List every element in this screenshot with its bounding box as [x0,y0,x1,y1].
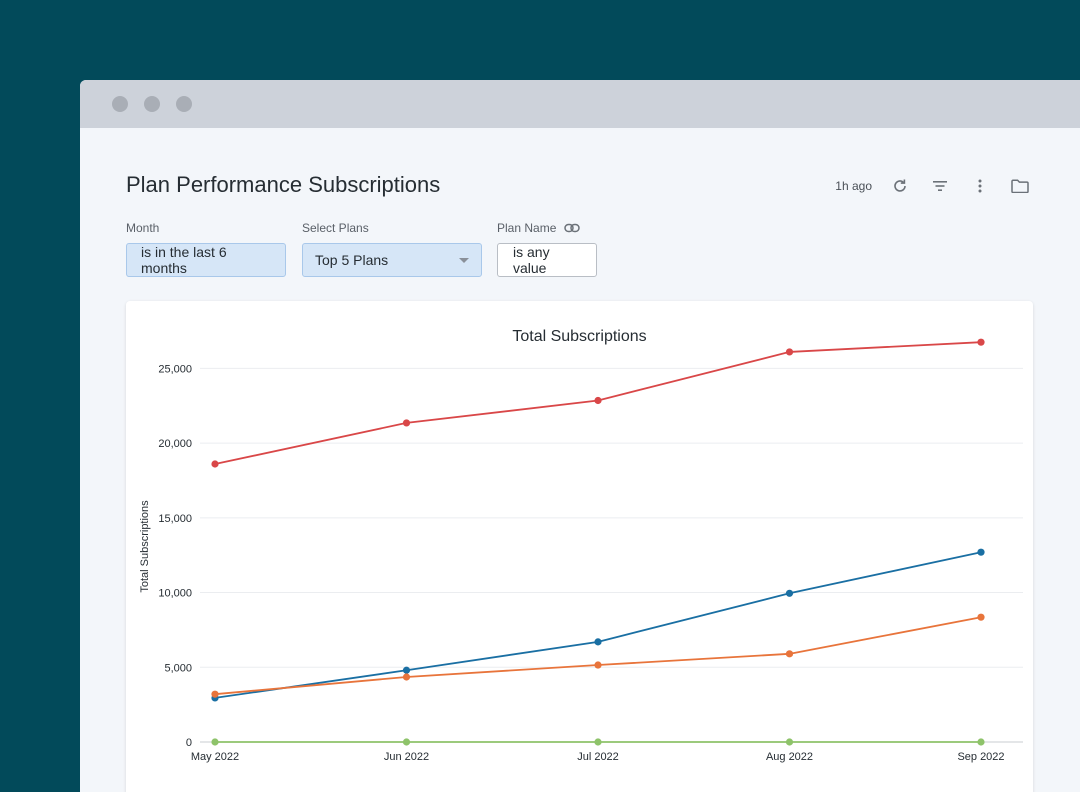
window-maximize-button[interactable] [176,96,192,112]
x-tick-label: Aug 2022 [766,751,813,763]
data-point [977,338,985,346]
data-point [402,419,411,427]
filter-plan-name: Plan Name is any value [497,220,597,277]
browser-window: Plan Performance Subscriptions 1h ago Mo… [80,80,1080,792]
data-point [211,690,219,698]
x-tick-label: Jun 2022 [384,751,429,763]
window-titlebar [80,80,1080,128]
series-line-3 [214,616,982,696]
refresh-icon[interactable] [880,175,920,197]
data-point [211,738,219,746]
chevron-down-icon [459,257,469,263]
x-tick-label: Sep 2022 [957,751,1004,763]
chart-card: Total Subscriptions 0 5,000 10,000 15,000 20… [126,301,1033,792]
chart-title: Total Subscriptions [512,328,647,345]
data-point [402,666,411,674]
data-point [211,460,219,468]
last-updated-label: 1h ago [835,179,872,193]
filter-select-plans: Select Plans Top 5 Plans [302,220,482,277]
folder-icon[interactable] [1000,175,1040,197]
data-point [594,661,602,669]
line-chart: 0 5,000 10,000 15,000 20,000 25,000 May 2022 Ju… [139,338,1023,763]
y-tick-label: 25,000 [158,363,192,375]
data-point [594,638,602,646]
data-point [977,613,985,621]
month-filter-value: is in the last 6 months [141,244,227,276]
plan-name-filter-chip[interactable]: is any value [497,243,597,277]
data-point [977,738,985,746]
x-tick-label: May 2022 [191,751,239,763]
dashboard-content: Plan Performance Subscriptions 1h ago Mo… [80,128,1080,792]
link-icon[interactable] [564,223,581,233]
x-tick-label: Jul 2022 [577,751,619,763]
y-tick-label: 0 [186,737,192,749]
y-tick-label: 10,000 [158,588,192,600]
window-close-button[interactable] [112,96,128,112]
page-title: Plan Performance Subscriptions [126,172,441,197]
data-point [785,589,794,597]
y-axis-label: Total Subscriptions [139,500,151,593]
data-point [785,738,794,746]
data-point [594,396,602,405]
window-minimize-button[interactable] [144,96,160,112]
filter-label-plan-name: Plan Name [497,221,557,235]
data-point [402,673,411,681]
filter-month: Month is in the last 6 months [126,220,286,277]
data-point [785,348,794,356]
y-tick-label: 15,000 [158,513,192,525]
more-vert-icon[interactable] [960,175,1000,197]
select-plans-value: Top 5 Plans [315,252,389,268]
month-filter-chip[interactable]: is in the last 6 months [126,243,286,277]
y-tick-label: 5,000 [164,662,192,674]
plan-name-filter-value: is any value [513,244,550,276]
y-tick-label: 20,000 [158,438,192,450]
data-point [785,650,794,658]
filter-label-select-plans: Select Plans [302,221,369,235]
filter-icon[interactable] [920,175,960,197]
filter-label-month: Month [126,221,160,235]
data-point [977,548,985,556]
data-point [402,738,411,746]
data-point [594,738,602,746]
series-line-2 [214,551,982,699]
select-plans-dropdown[interactable]: Top 5 Plans [302,243,482,277]
dashboard-toolbar: 1h ago [835,175,1040,197]
